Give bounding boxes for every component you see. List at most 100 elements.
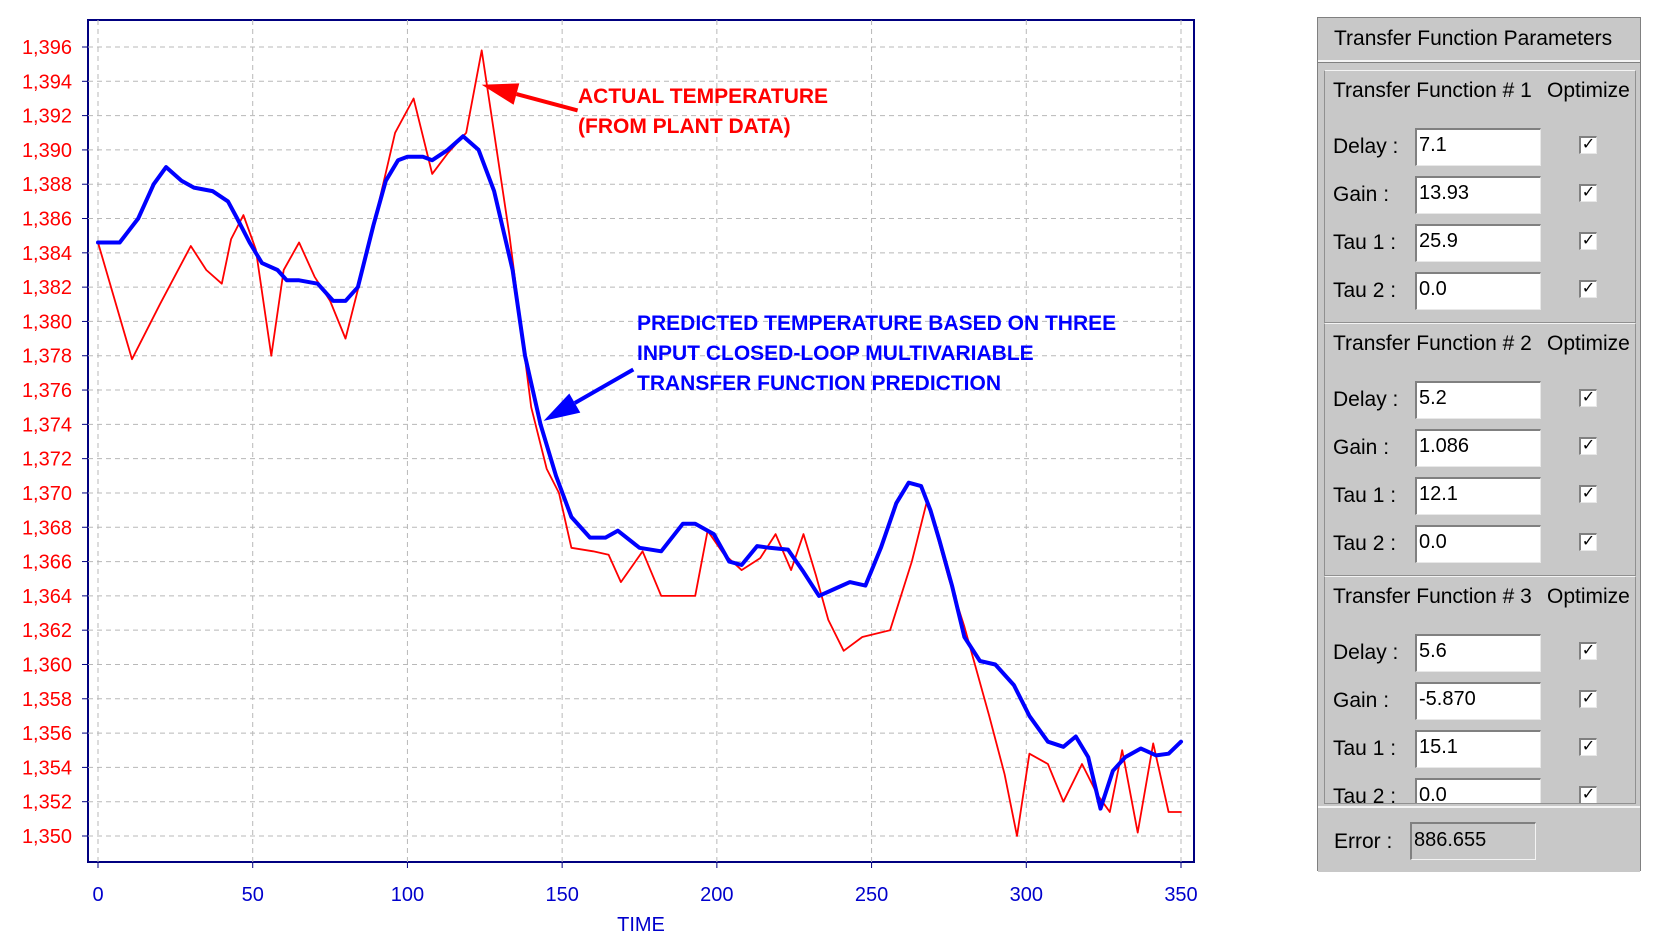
annotation-predicted-line1: PREDICTED TEMPERATURE BASED ON THREE <box>637 312 1116 335</box>
transfer-function-3-group: Transfer Function # 3 Optimize Delay : 5… <box>1324 576 1636 804</box>
series-lines <box>96 49 1183 837</box>
param-label: Tau 2 : <box>1333 785 1397 804</box>
actual-temperature-line <box>97 49 1182 837</box>
actual-arrow-head <box>481 83 520 105</box>
delay-input[interactable]: 5.2 <box>1415 381 1541 419</box>
x-axis-ticks: 0 50 100 150 200 250 300 350 <box>92 862 1198 906</box>
y-tick-label: 1,390 <box>22 140 72 162</box>
tau1-input[interactable]: 15.1 <box>1415 730 1541 768</box>
y-tick-label: 1,396 <box>22 37 72 59</box>
x-tick-label: 250 <box>855 884 888 906</box>
delay-input[interactable]: 7.1 <box>1415 128 1541 166</box>
y-tick-label: 1,358 <box>22 689 72 711</box>
y-tick-label: 1,374 <box>22 414 72 436</box>
optimize-checkbox[interactable]: ✓ <box>1579 136 1597 154</box>
optimize-checkbox[interactable]: ✓ <box>1579 232 1597 250</box>
optimize-checkbox[interactable]: ✓ <box>1579 786 1597 803</box>
tau2-input[interactable]: 0.0 <box>1415 778 1541 803</box>
param-label: Delay : <box>1333 388 1399 411</box>
x-tick-label: 300 <box>1010 884 1043 906</box>
x-tick-label: 100 <box>391 884 424 906</box>
transfer-function-2-group: Transfer Function # 2 Optimize Delay : 5… <box>1324 323 1636 576</box>
y-tick-label: 1,362 <box>22 620 72 642</box>
gain-input[interactable]: 13.93 <box>1415 176 1541 214</box>
y-tick-label: 1,386 <box>22 209 72 231</box>
error-label: Error : <box>1334 830 1393 853</box>
y-tick-label: 1,350 <box>22 826 72 848</box>
optimize-checkbox[interactable]: ✓ <box>1579 642 1597 660</box>
optimize-checkbox[interactable]: ✓ <box>1579 184 1597 202</box>
optimize-checkbox[interactable]: ✓ <box>1579 690 1597 708</box>
panel-title: Transfer Function Parameters <box>1318 18 1640 62</box>
optimize-checkbox[interactable]: ✓ <box>1579 533 1597 551</box>
tau2-input[interactable]: 0.0 <box>1415 525 1541 563</box>
param-label: Tau 1 : <box>1333 231 1397 254</box>
y-tick-label: 1,392 <box>22 106 72 128</box>
group-title: Transfer Function # 1 <box>1333 79 1532 102</box>
param-row-tau2: Tau 2 : 0.0 ✓ <box>1333 525 1633 563</box>
y-tick-label: 1,364 <box>22 586 72 608</box>
annotation-predicted-line3: TRANSFER FUNCTION PREDICTION <box>637 372 1001 395</box>
y-tick-label: 1,360 <box>22 654 72 676</box>
y-tick-label: 1,384 <box>22 243 72 265</box>
y-tick-label: 1,354 <box>22 757 72 779</box>
x-axis-label: TIME <box>617 914 665 936</box>
x-tick-label: 150 <box>545 884 578 906</box>
actual-arrow-shaft <box>515 92 579 113</box>
delay-input[interactable]: 5.6 <box>1415 634 1541 672</box>
plot-area <box>87 19 1195 863</box>
y-axis-ticks: 1,350 1,352 1,354 1,356 1,358 1,360 1,362 1,364… <box>22 37 88 848</box>
optimize-checkbox[interactable]: ✓ <box>1579 738 1597 756</box>
tau2-input[interactable]: 0.0 <box>1415 272 1541 310</box>
y-tick-label: 1,352 <box>22 792 72 814</box>
gain-input[interactable]: -5.870 <box>1415 682 1541 720</box>
param-row-tau1: Tau 1 : 25.9 ✓ <box>1333 224 1633 262</box>
grid <box>88 20 1194 862</box>
transfer-function-1-group: Transfer Function # 1 Optimize Delay : 7… <box>1324 70 1636 323</box>
y-tick-label: 1,380 <box>22 311 72 333</box>
annotation-predicted-line2: INPUT CLOSED-LOOP MULTIVARIABLE <box>637 342 1034 365</box>
transfer-function-panel: Transfer Function Parameters Transfer Fu… <box>1317 17 1641 872</box>
optimize-checkbox[interactable]: ✓ <box>1579 280 1597 298</box>
optimize-header: Optimize <box>1547 332 1630 355</box>
tau1-input[interactable]: 25.9 <box>1415 224 1541 262</box>
optimize-header: Optimize <box>1547 585 1630 608</box>
y-tick-label: 1,372 <box>22 449 72 471</box>
error-value: 886.655 <box>1410 822 1536 860</box>
y-tick-label: 1,388 <box>22 174 72 196</box>
param-label: Tau 2 : <box>1333 532 1397 555</box>
param-row-tau2: Tau 2 : 0.0 ✓ <box>1333 272 1633 310</box>
optimize-checkbox[interactable]: ✓ <box>1579 389 1597 407</box>
param-label: Gain : <box>1333 436 1390 459</box>
param-row-delay: Delay : 5.2 ✓ <box>1333 381 1633 419</box>
param-row-tau1: Tau 1 : 12.1 ✓ <box>1333 477 1633 515</box>
y-tick-label: 1,356 <box>22 723 72 745</box>
param-label: Gain : <box>1333 689 1390 712</box>
y-tick-label: 1,378 <box>22 346 72 368</box>
predicted-arrow-shaft <box>573 367 635 405</box>
annotation-actual-line1: ACTUAL TEMPERATURE <box>578 85 828 108</box>
annotation-actual-line2: (FROM PLANT DATA) <box>578 115 791 138</box>
x-tick-label: 0 <box>92 884 103 906</box>
tau1-input[interactable]: 12.1 <box>1415 477 1541 515</box>
y-tick-label: 1,382 <box>22 277 72 299</box>
group-title: Transfer Function # 2 <box>1333 332 1532 355</box>
y-tick-label: 1,370 <box>22 483 72 505</box>
optimize-checkbox[interactable]: ✓ <box>1579 437 1597 455</box>
param-row-tau1: Tau 1 : 15.1 ✓ <box>1333 730 1633 768</box>
gain-input[interactable]: 1.086 <box>1415 429 1541 467</box>
param-label: Delay : <box>1333 135 1399 158</box>
optimize-checkbox[interactable]: ✓ <box>1579 485 1597 503</box>
y-tick-label: 1,366 <box>22 552 72 574</box>
predicted-arrow-head <box>543 393 581 421</box>
temperature-chart: 1,350 1,352 1,354 1,356 1,358 1,360 1,362 1,364… <box>22 19 1198 936</box>
param-row-gain: Gain : -5.870 ✓ <box>1333 682 1633 720</box>
group-title: Transfer Function # 3 <box>1333 585 1532 608</box>
optimize-header: Optimize <box>1547 79 1630 102</box>
y-tick-label: 1,394 <box>22 71 72 93</box>
param-row-gain: Gain : 1.086 ✓ <box>1333 429 1633 467</box>
y-tick-label: 1,368 <box>22 517 72 539</box>
param-row-delay: Delay : 7.1 ✓ <box>1333 128 1633 166</box>
param-label: Tau 2 : <box>1333 279 1397 302</box>
y-tick-label: 1,376 <box>22 380 72 402</box>
